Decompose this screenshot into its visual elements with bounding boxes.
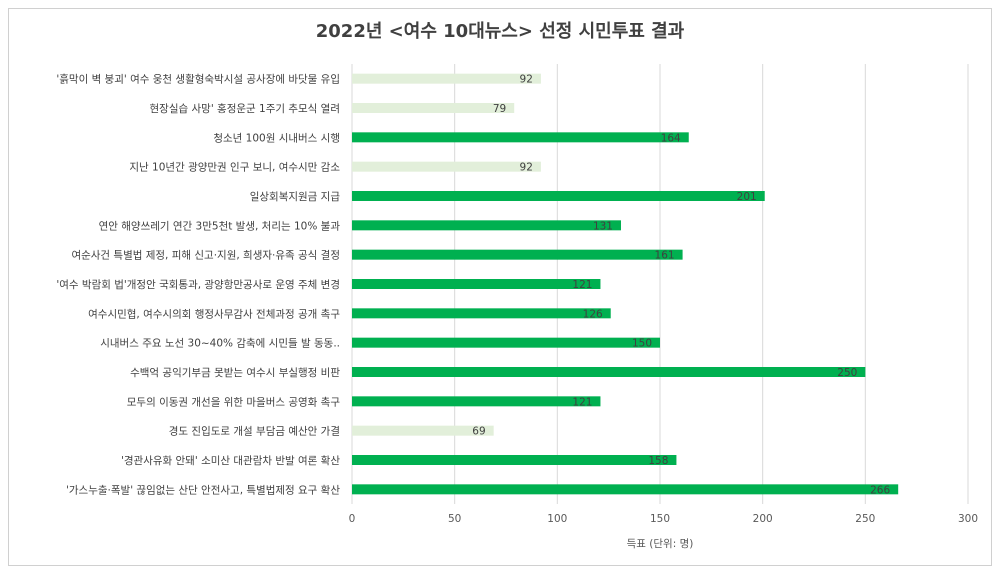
x-tick-label: 200	[753, 513, 773, 525]
bar	[352, 337, 660, 348]
category-label: 현장실습 사망' 홍정운군 1주기 추모식 열려	[150, 102, 340, 115]
category-label: '여수 박람회 법'개정안 국회통과, 광양항만공사로 운영 주체 변경	[56, 278, 340, 291]
x-tick-label: 250	[855, 513, 875, 525]
category-label: 여수시민협, 여수시의회 행정사무감사 전체과정 공개 촉구	[88, 307, 340, 320]
data-label: 92	[520, 74, 533, 86]
bar	[352, 455, 677, 465]
category-label: 여순사건 특별법 제정, 피해 신고·지원, 희생자·유족 공식 결정	[71, 249, 340, 262]
data-label: 79	[493, 103, 506, 115]
bar	[352, 161, 541, 172]
data-label: 158	[648, 455, 668, 467]
category-label: '가스누출·폭발' 끊임없는 산단 안전사고, 특별법제정 요구 확산	[66, 483, 340, 496]
bar	[352, 73, 541, 84]
chart-frame	[8, 8, 992, 566]
x-axis-label: 득표 (단위: 명)	[626, 538, 694, 550]
data-label: 92	[520, 162, 533, 174]
bar	[352, 484, 899, 495]
data-label: 150	[632, 338, 652, 350]
category-label: 지난 10년간 광양만권 인구 보니, 여수시만 감소	[129, 162, 340, 174]
category-label: 일상회복지원금 지급	[250, 190, 341, 203]
data-label: 201	[737, 191, 757, 203]
data-label: 266	[870, 484, 890, 496]
chart-title: 2022년 <여수 10대뉴스> 선정 시민투표 결과	[315, 21, 685, 42]
data-label: 164	[661, 132, 681, 144]
category-label: 청소년 100원 시내버스 시행	[213, 132, 340, 144]
x-tick-label: 100	[547, 513, 567, 525]
x-tick-label: 150	[650, 513, 670, 525]
x-tick-label: 300	[958, 513, 978, 525]
data-label: 250	[837, 367, 857, 379]
data-label: 121	[572, 396, 592, 408]
category-label: 경도 진입도로 개설 부담금 예산안 가결	[169, 425, 340, 438]
category-label: 시내버스 주요 노선 30~40% 감축에 시민들 발 동동..	[100, 338, 340, 350]
category-label: 수백억 공익기부금 못받는 여수시 부실행정 비판	[130, 367, 340, 379]
data-label: 161	[655, 250, 675, 262]
bar	[352, 425, 494, 436]
data-label: 126	[583, 308, 603, 320]
bar	[352, 279, 601, 289]
data-label: 69	[472, 426, 485, 438]
data-label: 131	[593, 220, 613, 232]
bar	[352, 396, 601, 407]
x-tick-label: 0	[349, 513, 356, 525]
category-label: 연안 해양쓰레기 연간 3만5천t 발생, 처리는 10% 불과	[99, 219, 341, 232]
x-tick-label: 50	[448, 513, 461, 525]
category-label: '흙막이 벽 붕괴' 여수 웅천 생활형숙박시설 공사장에 바닷물 유입	[56, 73, 340, 86]
bar	[352, 191, 765, 201]
bar	[352, 308, 611, 319]
bar	[352, 220, 621, 231]
data-label: 121	[572, 279, 592, 291]
category-label: '경관사유화 안돼' 소미산 대관람차 반발 여론 확산	[121, 454, 340, 467]
bar	[352, 367, 866, 377]
category-label: 모두의 이동권 개선을 위한 마을버스 공영화 촉구	[127, 395, 341, 408]
bar	[352, 132, 689, 143]
bar	[352, 249, 683, 260]
bar	[352, 103, 515, 113]
